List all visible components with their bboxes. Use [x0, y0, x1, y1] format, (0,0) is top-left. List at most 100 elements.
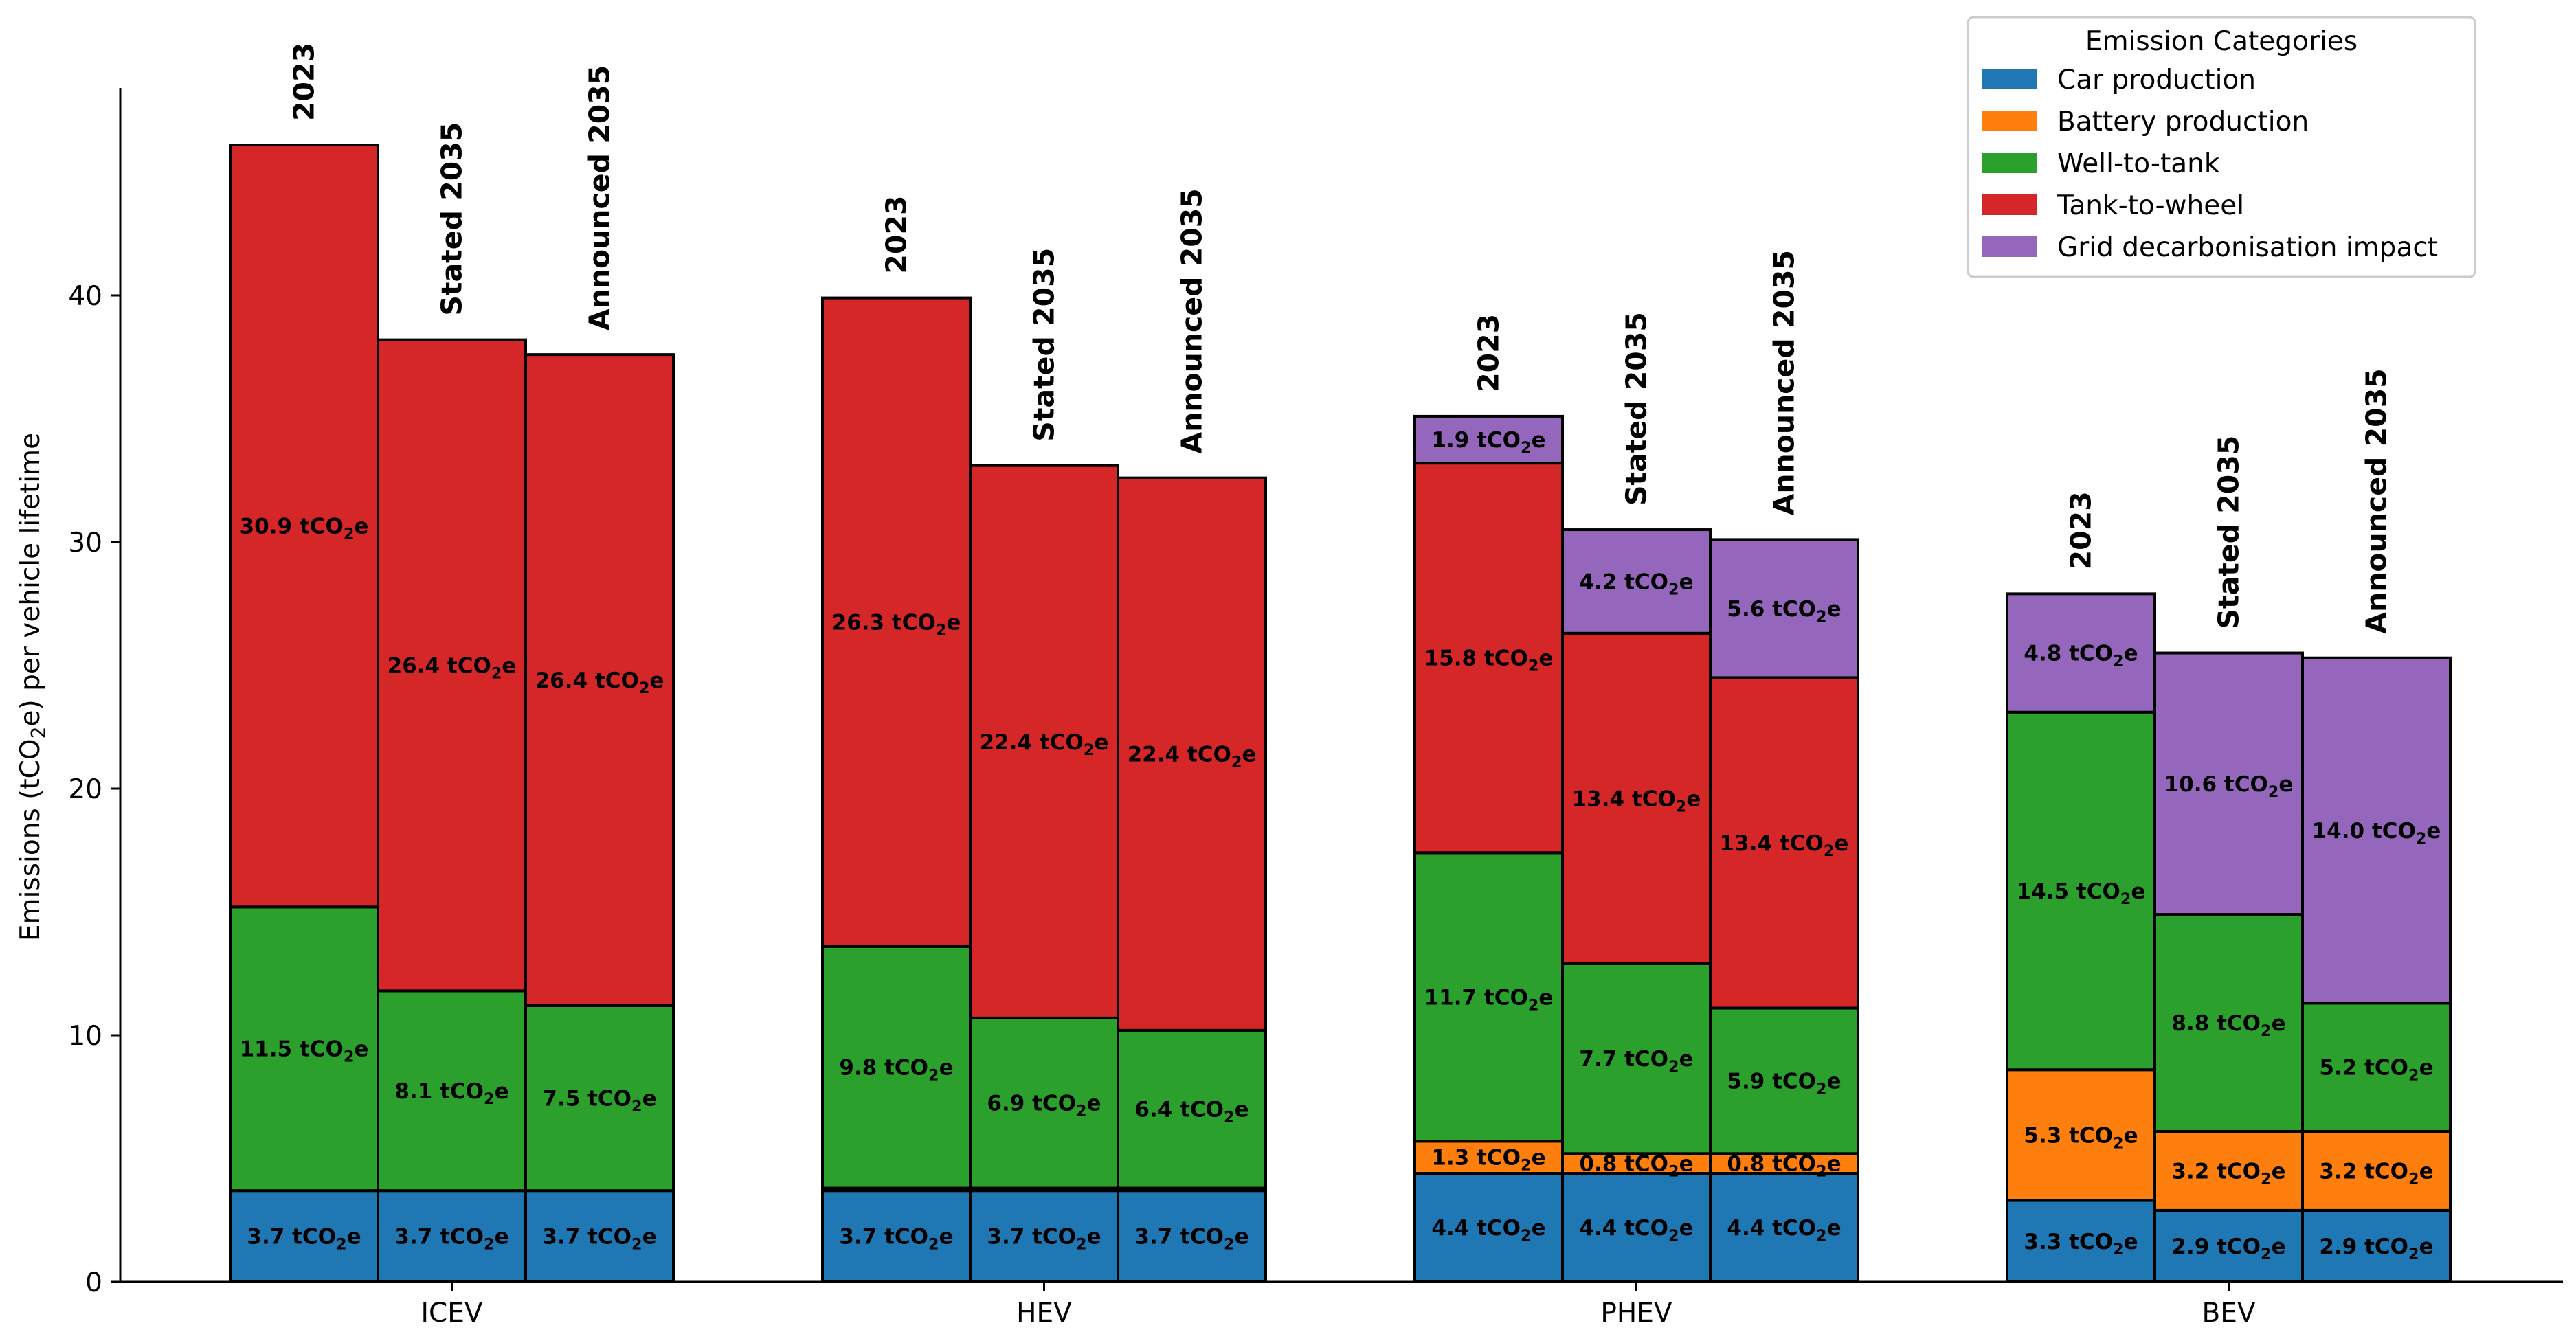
- bar-segment-grid: [2153, 651, 2304, 916]
- bar-segment-wtt: [1413, 851, 1564, 1143]
- legend: Emission Categories Car production Battery…: [1967, 16, 2476, 278]
- bar-segment-battery: [2006, 1068, 2156, 1202]
- segment-value-label: 4.2 tCO2e: [1579, 569, 1693, 598]
- scenario-label: Stated 2035: [436, 122, 469, 316]
- segment-value-label: 26.3 tCO2e: [832, 611, 961, 640]
- legend-title: Emission Categories: [2085, 26, 2357, 57]
- y-tick-label: 10: [68, 1021, 102, 1052]
- bar-segment-ttw: [1709, 676, 1859, 1010]
- bar-segment-ttw: [1413, 462, 1564, 855]
- segment-value-label: 14.0 tCO2e: [2312, 819, 2441, 848]
- legend-box: [1967, 16, 2476, 278]
- segment-value-label: 3.7 tCO2e: [987, 1225, 1101, 1254]
- segment-value-label: 7.5 tCO2e: [542, 1087, 656, 1116]
- legend-swatch-wtt: [1982, 153, 2037, 173]
- bar-segment-wtt: [1709, 1006, 1859, 1155]
- segment-value-label: 3.7 tCO2e: [247, 1225, 361, 1254]
- x-tick-label: PHEV: [1600, 1298, 1672, 1329]
- segment-value-label: 0.8 tCO2e: [1579, 1152, 1693, 1181]
- bar-segment-ttw: [377, 338, 527, 993]
- segment-labels-layer: 3.7 tCO2e 11.5 tCO2e 30.9 tCO2e 3.7 tCO2e 8.…: [240, 428, 2441, 1263]
- bar-segment-wtt: [229, 905, 379, 1193]
- segment-value-label: 10.6 tCO2e: [2164, 772, 2294, 801]
- bar-segment-car: [1709, 1172, 1859, 1284]
- segment-value-label: 4.4 tCO2e: [1727, 1216, 1841, 1245]
- scenario-label: 2023: [288, 43, 321, 121]
- scenario-label: 2023: [2065, 491, 2098, 569]
- segment-value-label: 1.9 tCO2e: [1431, 428, 1545, 457]
- segment-value-label: 2.9 tCO2e: [2319, 1234, 2433, 1263]
- segment-value-label: 1.3 tCO2e: [1431, 1146, 1545, 1175]
- segment-value-label: 9.8 tCO2e: [839, 1056, 953, 1085]
- legend-label-grid: Grid decarbonisation impact: [2057, 232, 2438, 263]
- legend-swatch-ttw: [1982, 194, 2037, 215]
- segment-value-label: 15.8 tCO2e: [1424, 646, 1554, 675]
- y-axis-label: Emissions (tCO2e) per vehicle lifetime: [15, 433, 50, 941]
- legend-swatch-battery: [1982, 111, 2037, 131]
- bar-segment-car: [229, 1189, 379, 1284]
- segment-value-label: 4.4 tCO2e: [1579, 1216, 1693, 1245]
- bar-segment-car: [821, 1189, 972, 1284]
- scenario-label: Stated 2035: [2213, 436, 2245, 629]
- scenario-labels-layer: 2023 Stated 2035 Announced 2035 2023 Stated …: [288, 43, 2393, 634]
- legend-label-car: Car production: [2057, 65, 2256, 95]
- segment-value-label: 7.7 tCO2e: [1579, 1047, 1693, 1076]
- bar-segment-grid: [1709, 538, 1859, 679]
- segment-value-label: 14.5 tCO2e: [2017, 879, 2146, 908]
- bar-segment-ttw: [524, 353, 675, 1007]
- segment-value-label: 5.3 tCO2e: [2024, 1123, 2138, 1152]
- bar-segment-grid: [1561, 528, 1712, 635]
- segment-value-label: 11.5 tCO2e: [240, 1037, 369, 1066]
- scenario-label: 2023: [880, 195, 913, 273]
- y-tick-label: 40: [68, 281, 102, 312]
- segment-value-label: 3.2 tCO2e: [2319, 1159, 2433, 1188]
- segment-value-label: 3.7 tCO2e: [1134, 1225, 1248, 1254]
- bar-segment-wtt: [524, 1004, 675, 1193]
- bar-segment-grid: [2301, 656, 2452, 1005]
- bar-segment-ttw: [229, 144, 379, 909]
- legend-label-battery: Battery production: [2057, 106, 2309, 137]
- x-tick-label: HEV: [1016, 1298, 1072, 1329]
- bar-segment-ttw: [1561, 631, 1712, 965]
- scenario-label: Announced 2035: [583, 65, 616, 331]
- x-tick-label: BEV: [2202, 1298, 2255, 1329]
- scenario-label: Stated 2035: [1028, 248, 1061, 442]
- segment-value-label: 3.7 tCO2e: [394, 1225, 508, 1254]
- segment-value-label: 6.4 tCO2e: [1134, 1098, 1248, 1127]
- bar-segment-wtt: [377, 989, 527, 1193]
- legend-swatch-grid: [1982, 236, 2037, 257]
- bar-segment-car: [2006, 1199, 2156, 1284]
- bar-segment-wtt: [1561, 962, 1712, 1155]
- segment-value-label: 3.7 tCO2e: [542, 1225, 656, 1254]
- bar-segment-wtt: [1117, 1028, 1267, 1190]
- segment-value-label: 3.3 tCO2e: [2024, 1230, 2138, 1259]
- bar-segment-wtt: [2006, 710, 2156, 1072]
- segment-value-label: 26.4 tCO2e: [388, 654, 517, 683]
- segment-value-label: 3.7 tCO2e: [839, 1225, 953, 1254]
- y-tick-label: 20: [68, 774, 102, 805]
- scenario-label: Announced 2035: [1176, 188, 1209, 454]
- segment-value-label: 13.4 tCO2e: [1572, 787, 1701, 815]
- segment-value-label: 22.4 tCO2e: [980, 730, 1109, 759]
- scenario-label: Announced 2035: [2360, 368, 2393, 634]
- segment-value-label: 30.9 tCO2e: [240, 515, 369, 543]
- segment-value-label: 6.9 tCO2e: [987, 1092, 1101, 1120]
- segment-value-label: 26.4 tCO2e: [535, 668, 664, 697]
- segment-value-label: 0.8 tCO2e: [1727, 1152, 1841, 1181]
- segment-value-label: 5.9 tCO2e: [1727, 1069, 1841, 1098]
- legend-label-ttw: Tank-to-wheel: [2057, 190, 2244, 221]
- bar-segment-wtt: [821, 945, 972, 1190]
- scenario-label: Announced 2035: [1768, 250, 1801, 516]
- x-tick-label: ICEV: [421, 1298, 482, 1329]
- bar-segment-ttw: [969, 464, 1119, 1019]
- bar-segment-ttw: [821, 296, 972, 948]
- bars-layer: [229, 144, 2452, 1284]
- segment-value-label: 2.9 tCO2e: [2171, 1234, 2285, 1263]
- legend-label-wtt: Well-to-tank: [2057, 148, 2220, 179]
- segment-value-label: 8.8 tCO2e: [2171, 1011, 2285, 1040]
- scenario-label: Stated 2035: [1620, 312, 1653, 506]
- bar-segment-wtt: [969, 1016, 1119, 1190]
- segment-value-label: 5.6 tCO2e: [1727, 597, 1841, 626]
- y-tick-label: 30: [68, 528, 102, 558]
